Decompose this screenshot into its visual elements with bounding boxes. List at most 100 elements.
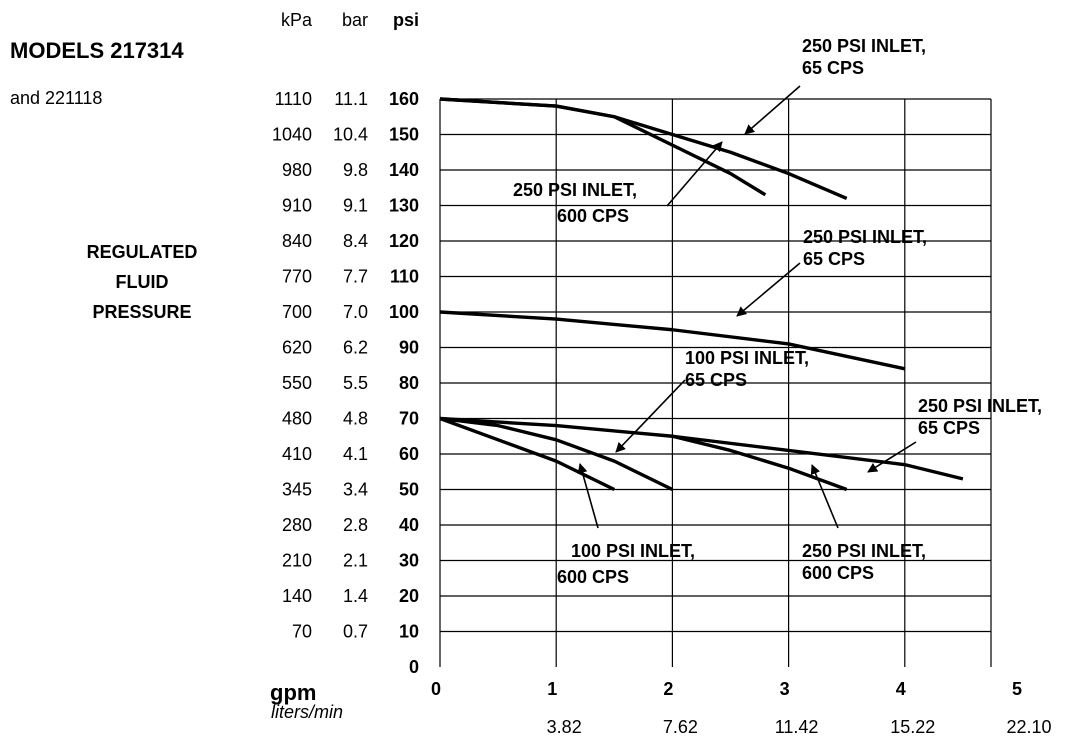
- y-tick-kpa: 480: [282, 409, 312, 429]
- unit-header-kpa: kPa: [281, 10, 313, 30]
- annotation-line: 65 CPS: [685, 370, 747, 390]
- y-tick-psi: 160: [389, 89, 419, 109]
- y-tick-psi: 130: [389, 196, 419, 216]
- y-tick-kpa: 280: [282, 515, 312, 535]
- y-axis-label-line-3: PRESSURE: [92, 302, 191, 322]
- annotation-line: 65 CPS: [803, 249, 865, 269]
- x-axis-label: gpm: [270, 680, 316, 705]
- annotation-arrow: [810, 464, 839, 529]
- annotation-arrows: [577, 85, 917, 529]
- y-tick-kpa: 1040: [272, 125, 312, 145]
- x-tick-gpm: 5: [1012, 679, 1022, 699]
- annotation-line: 250 PSI INLET,: [803, 227, 927, 247]
- y-axis-label-line-1: REGULATED: [87, 242, 198, 262]
- annotation-line: 65 CPS: [918, 418, 980, 438]
- unit-header-bar: bar: [342, 10, 368, 30]
- x-tick-liters: 11.42: [775, 717, 819, 737]
- y-tick-bar: 10.4: [333, 125, 368, 145]
- series-line-3: [439, 310, 906, 371]
- y-tick-bar: 9.1: [343, 196, 368, 216]
- y-tick-psi: 60: [399, 444, 419, 464]
- y-tick-psi: 80: [399, 373, 419, 393]
- annotation-label-5: 250 PSI INLET,65 CPS: [918, 396, 1042, 438]
- series-line-6: [439, 416, 616, 492]
- y-tick-psi: 150: [389, 125, 419, 145]
- annotation-arrow: [744, 85, 801, 135]
- annotation-line: 250 PSI INLET,: [802, 541, 926, 561]
- series-line-2: [439, 97, 767, 197]
- y-tick-psi: 120: [389, 231, 419, 251]
- annotation-label-1: 250 PSI INLET,65 CPS: [802, 36, 926, 78]
- y-tick-psi: 70: [399, 409, 419, 429]
- x-tick-gpm: 4: [896, 679, 906, 699]
- y-tick-bar: 8.4: [343, 231, 368, 251]
- y-tick-kpa: 840: [282, 231, 312, 251]
- y-tick-bar: 4.8: [343, 409, 368, 429]
- y-tick-kpa: 210: [282, 551, 312, 571]
- x-tick-liters: 22.10: [1006, 717, 1051, 737]
- chart-title: MODELS 217314: [10, 38, 184, 63]
- y-tick-bar: 1.4: [343, 586, 368, 606]
- y-tick-kpa: 770: [282, 267, 312, 287]
- y-tick-psi: 90: [399, 338, 419, 358]
- x-tick-liters: 3.82: [547, 717, 582, 737]
- y-tick-psi: 0: [409, 657, 419, 677]
- y-tick-psi: 20: [399, 586, 419, 606]
- annotation-line: 250 PSI INLET,: [918, 396, 1042, 416]
- y-tick-psi: 10: [399, 622, 419, 642]
- unit-header-psi: psi: [393, 10, 419, 30]
- y-tick-kpa: 345: [282, 480, 312, 500]
- annotation-line: 250 PSI INLET,: [513, 180, 637, 200]
- y-tick-kpa: 980: [282, 160, 312, 180]
- annotation-arrow: [736, 262, 801, 317]
- y-tick-kpa: 70: [292, 622, 312, 642]
- chart-grid: [439, 98, 992, 667]
- y-axis-label-line-2: FLUID: [116, 272, 169, 292]
- chart-subtitle: and 221118: [10, 88, 102, 108]
- annotation-line: 250 PSI INLET,: [802, 36, 926, 56]
- y-tick-bar: 5.5: [343, 373, 368, 393]
- annotation-line: 100 PSI INLET,: [685, 348, 809, 368]
- y-tick-psi: 140: [389, 160, 419, 180]
- y-tick-psi: 100: [389, 302, 419, 322]
- y-tick-kpa: 700: [282, 302, 312, 322]
- annotation-arrow: [577, 463, 599, 529]
- annotation-line: 600 CPS: [557, 206, 629, 226]
- y-tick-bar: 2.1: [343, 551, 368, 571]
- y-tick-bar: 6.2: [343, 338, 368, 358]
- y-tick-psi: 30: [399, 551, 419, 571]
- y-tick-psi: 50: [399, 480, 419, 500]
- x-tick-gpm: 3: [780, 679, 790, 699]
- x-tick-gpm: 2: [663, 679, 673, 699]
- annotation-line: 65 CPS: [802, 58, 864, 78]
- y-tick-bar: 9.8: [343, 160, 368, 180]
- y-tick-bar: 7.7: [343, 267, 368, 287]
- annotation-label-4: 100 PSI INLET,65 CPS: [685, 348, 809, 390]
- x-tick-gpm: 1: [547, 679, 557, 699]
- annotation-line: 600 CPS: [557, 567, 629, 587]
- annotation-arrow: [867, 441, 917, 473]
- series-line-1: [439, 97, 848, 200]
- y-tick-bar: 2.8: [343, 515, 368, 535]
- y-tick-psi: 110: [390, 267, 419, 287]
- y-tick-bar: 0.7: [343, 622, 368, 642]
- annotation-line: 600 CPS: [802, 563, 874, 583]
- y-tick-psi: 40: [399, 515, 419, 535]
- annotation-label-2: 250 PSI INLET, 600 CPS: [513, 180, 637, 226]
- y-tick-kpa: 910: [282, 196, 312, 216]
- x-axis-label-secondary: liters/min: [271, 702, 343, 722]
- x-tick-gpm: 0: [431, 679, 441, 699]
- annotation-arrow: [615, 379, 686, 453]
- annotation-label-3: 250 PSI INLET,65 CPS: [803, 227, 927, 269]
- series-line-7: [671, 434, 848, 492]
- y-tick-kpa: 620: [282, 338, 312, 358]
- annotation-line: 100 PSI INLET,: [571, 541, 695, 561]
- x-tick-liters: 7.62: [663, 717, 698, 737]
- y-tick-bar: 4.1: [343, 444, 368, 464]
- annotation-label-6: 100 PSI INLET, 600 CPS: [557, 541, 695, 587]
- y-tick-kpa: 410: [282, 444, 312, 464]
- chart-title-models: MODELS 217314: [10, 38, 184, 63]
- annotation-arrow: [666, 141, 723, 207]
